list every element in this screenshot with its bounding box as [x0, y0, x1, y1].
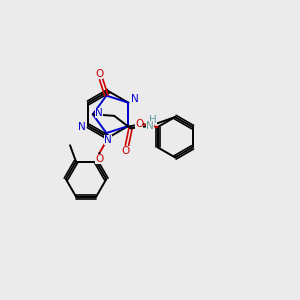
- Text: N: N: [78, 122, 85, 132]
- Text: O: O: [95, 68, 103, 79]
- Text: N: N: [104, 135, 112, 145]
- Text: O: O: [95, 154, 103, 164]
- Text: O: O: [122, 146, 130, 157]
- Text: O: O: [135, 119, 143, 129]
- Text: H: H: [149, 115, 157, 125]
- Text: N: N: [95, 108, 103, 118]
- Text: N: N: [131, 94, 139, 104]
- Text: N: N: [146, 121, 154, 131]
